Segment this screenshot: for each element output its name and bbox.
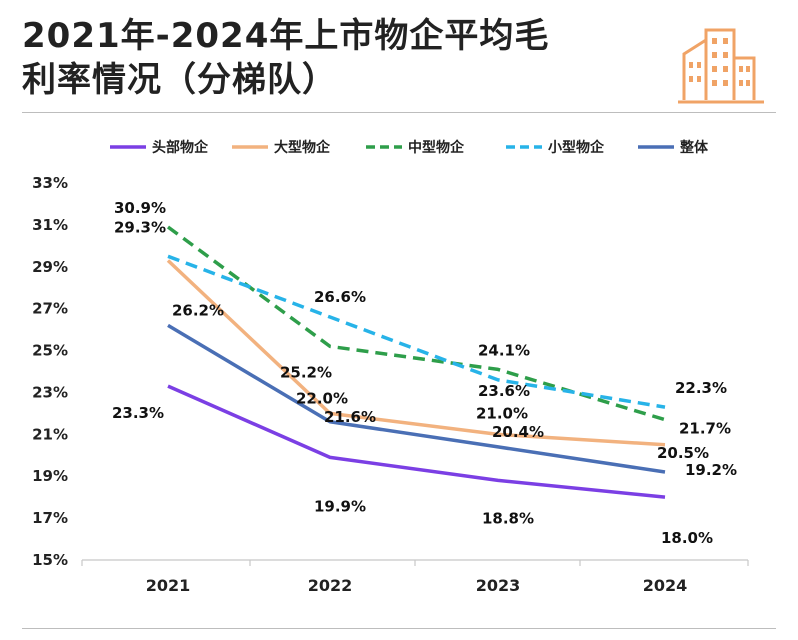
x-tick-label-0: 2021 <box>146 576 191 595</box>
y-tick-label-7: 19% <box>32 467 68 485</box>
y-tick-label-2: 29% <box>32 258 68 276</box>
bottom-divider <box>22 628 776 629</box>
x-tick-label-3: 2024 <box>643 576 688 595</box>
y-tick-label-8: 17% <box>32 509 68 527</box>
line-chart: 头部物企 大型物企 中型物企 小型物企 整体 33% 31% 29% 27% 25% 23% 21% 1… <box>32 139 749 595</box>
y-tick-label-6: 21% <box>32 425 68 443</box>
y-tick-label-5: 23% <box>32 383 68 401</box>
data-label-4-3: 19.2% <box>685 461 737 479</box>
data-label-1-3: 20.5% <box>657 444 709 462</box>
data-label-0-3: 18.0% <box>661 529 713 547</box>
series-line-2 <box>166 225 666 422</box>
data-label-2-0: 30.9% <box>114 199 166 217</box>
title-divider <box>22 112 776 113</box>
legend-label-1: 大型物企 <box>274 139 331 156</box>
data-label-4-1: 21.6% <box>324 408 376 426</box>
series-line-4 <box>167 323 666 474</box>
series-line-3 <box>167 254 666 409</box>
data-label-0-1: 19.9% <box>314 497 366 515</box>
title-line-1: 2021年-2024年上市物企平均毛 <box>22 16 550 56</box>
data-label-0-0: 23.3% <box>112 404 164 422</box>
legend-label-0: 头部物企 <box>152 139 209 156</box>
data-label-0-2: 18.8% <box>482 509 534 527</box>
data-label-4-0: 26.2% <box>172 301 224 319</box>
legend-label-3: 小型物企 <box>548 139 605 156</box>
data-label-2-2: 24.1% <box>478 341 530 359</box>
series-line-1 <box>166 259 666 447</box>
x-tick-label-2: 2023 <box>476 576 521 595</box>
y-tick-label-1: 31% <box>32 216 68 234</box>
data-label-2-3: 21.7% <box>679 420 731 438</box>
x-tick-label-1: 2022 <box>308 576 353 595</box>
data-label-2-1: 25.2% <box>280 363 332 381</box>
building-icon <box>678 28 764 104</box>
chart-title: 2021年-2024年上市物企平均毛 利率情况（分梯队） <box>22 14 549 102</box>
y-tick-label-3: 27% <box>32 300 68 318</box>
y-tick-label-9: 15% <box>32 551 68 569</box>
y-tick-label-4: 25% <box>32 342 68 360</box>
series-line-0 <box>167 384 666 499</box>
data-label-3-2: 23.6% <box>478 382 530 400</box>
y-tick-label-0: 33% <box>32 174 68 192</box>
title-line-2: 利率情况（分梯队） <box>22 60 337 100</box>
data-label-4-2: 20.4% <box>492 423 544 441</box>
data-label-1-1: 22.0% <box>296 389 348 407</box>
legend-label-2: 中型物企 <box>408 139 465 156</box>
data-label-1-2: 21.0% <box>476 404 528 422</box>
data-label-3-3: 22.3% <box>675 379 727 397</box>
data-label-3-1: 26.6% <box>314 288 366 306</box>
data-label-1-0: 29.3% <box>114 218 166 236</box>
legend-label-4: 整体 <box>679 139 709 156</box>
